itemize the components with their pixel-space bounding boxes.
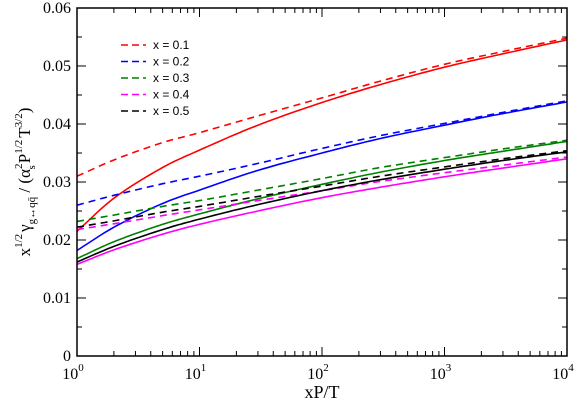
y-axis-title: x1/2γg↔qq̄ / (α2sP1/2T3/2)	[13, 108, 38, 257]
series-2-dashed-line	[76, 100, 568, 206]
x-tick-label-0: 100	[62, 362, 84, 383]
legend-label-2: x = 0.2	[153, 55, 190, 69]
plot-frame	[76, 7, 568, 357]
series-5-dashed-line	[76, 149, 568, 228]
series-curves	[76, 37, 568, 266]
series-3-solid-line	[76, 140, 568, 260]
series-2	[76, 100, 568, 252]
y-tick-label-1: 0.01	[43, 290, 71, 307]
series-5	[76, 149, 568, 263]
legend-label-3: x = 0.3	[153, 71, 190, 85]
x-tick-label-3: 103	[430, 362, 452, 383]
series-4-dashed-line	[76, 156, 568, 231]
x-tick-label-1: 101	[185, 362, 207, 383]
x-axis-title: xP/T	[304, 382, 339, 402]
y-tick-label-2: 0.02	[43, 232, 71, 249]
legend-label-4: x = 0.4	[153, 88, 190, 102]
series-4-solid-line	[76, 158, 568, 266]
y-tick-label-4: 0.04	[43, 116, 71, 133]
axis-ticks	[76, 7, 568, 357]
series-3	[76, 139, 568, 260]
series-3-dashed-line	[76, 139, 568, 223]
legend-label-1: x = 0.1	[153, 38, 190, 52]
x-tick-labels: 100 101 102 103 104	[62, 362, 574, 383]
series-1-solid-line	[76, 39, 568, 232]
y-tick-label-6: 0.06	[43, 0, 71, 17]
series-1-dashed-line	[76, 37, 568, 177]
series-2-solid-line	[76, 101, 568, 252]
series-1	[76, 37, 568, 232]
x-tick-label-4: 104	[552, 362, 574, 383]
y-tick-labels: 0 0.01 0.02 0.03 0.04 0.05 0.06	[43, 0, 71, 365]
x-tick-label-2: 102	[307, 362, 329, 383]
y-tick-label-3: 0.03	[43, 174, 71, 191]
legend: x = 0.1 x = 0.2 x = 0.3 x = 0.4 x = 0.5	[121, 38, 190, 118]
y-tick-label-5: 0.05	[43, 58, 71, 75]
series-4	[76, 156, 568, 266]
y-tick-label-0: 0	[63, 348, 71, 365]
legend-label-5: x = 0.5	[153, 104, 190, 118]
series-5-solid-line	[76, 151, 568, 263]
